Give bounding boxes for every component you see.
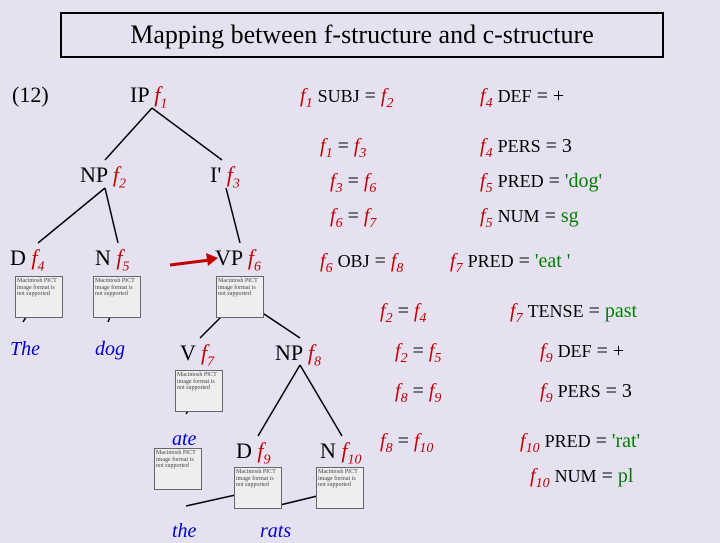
eq-left-5: f2 = f4 [380,300,426,327]
eq-left-1: f1 = f3 [320,135,366,162]
leaf-0: The [10,338,40,361]
node-VP: VP f6 [215,245,261,275]
eq-right-7: f9 PERS = 3 [540,380,632,407]
eq-left-7: f8 = f9 [395,380,441,407]
eq-left-6: f2 = f5 [395,340,441,367]
placeholder-1: Macintosh PICT image format is not suppo… [93,276,141,318]
node-N2: N f10 [320,438,362,468]
node-V: V f7 [180,340,214,370]
eq-left-4: f6 OBJ = f8 [320,250,403,277]
title-box: Mapping between f-structure and c-struct… [60,12,664,58]
placeholder-6: Macintosh PICT image format is not suppo… [316,467,364,509]
eq-left-2: f3 = f6 [330,170,376,197]
placeholder-2: Macintosh PICT image format is not suppo… [216,276,264,318]
node-IP: IP f1 [130,82,167,112]
node-NP1: NP f2 [80,162,126,192]
eq-right-9: f10 NUM = pl [530,465,633,492]
eq-right-6: f9 DEF = + [540,340,624,367]
placeholder-3: Macintosh PICT image format is not suppo… [175,370,223,412]
title-text: Mapping between f-structure and c-struct… [130,20,593,49]
leaf-1: dog [95,338,125,361]
eq-right-8: f10 PRED = 'rat' [520,430,640,457]
node-N1: N f5 [95,245,130,275]
node-I1: I' f3 [210,162,240,192]
eq-right-4: f7 PRED = 'eat ' [450,250,570,277]
eq-right-2: f5 PRED = 'dog' [480,170,602,197]
eq-left-0: f1 SUBJ = f2 [300,85,393,112]
placeholder-5: Macintosh PICT image format is not suppo… [234,467,282,509]
eq-right-1: f4 PERS = 3 [480,135,572,162]
node-D2: D f9 [236,438,271,468]
placeholder-4: Macintosh PICT image format is not suppo… [154,448,202,490]
eq-left-3: f6 = f7 [330,205,376,232]
eq-right-0: f4 DEF = + [480,85,564,112]
eq-left-8: f8 = f10 [380,430,433,457]
eq-right-5: f7 TENSE = past [510,300,637,327]
placeholder-0: Macintosh PICT image format is not suppo… [15,276,63,318]
node-NP2: NP f8 [275,340,321,370]
example-number: (12) [12,82,49,108]
node-D1: D f4 [10,245,45,275]
eq-right-3: f5 NUM = sg [480,205,579,232]
